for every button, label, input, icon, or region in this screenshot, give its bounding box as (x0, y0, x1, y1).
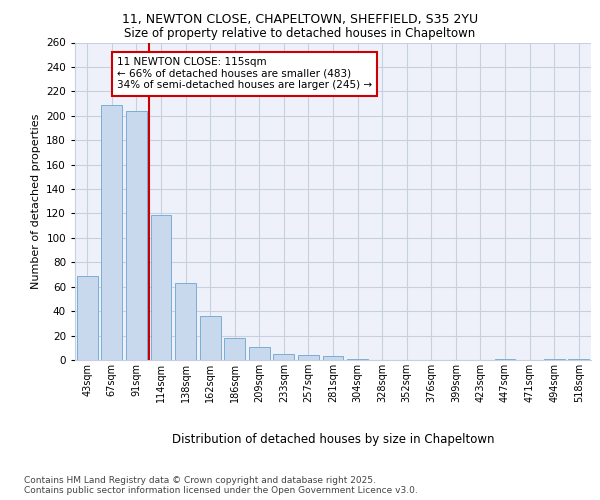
Bar (323, 356, 343, 360)
Bar (77, 276, 98, 360)
Bar (101, 105, 122, 360)
Bar (151, 214, 172, 360)
Bar (544, 359, 565, 360)
Text: 11, NEWTON CLOSE, CHAPELTOWN, SHEFFIELD, S35 2YU: 11, NEWTON CLOSE, CHAPELTOWN, SHEFFIELD,… (122, 12, 478, 26)
Text: Contains HM Land Registry data © Crown copyright and database right 2025.
Contai: Contains HM Land Registry data © Crown c… (24, 476, 418, 495)
Bar (274, 354, 295, 360)
Bar (249, 346, 270, 360)
Text: Size of property relative to detached houses in Chapeltown: Size of property relative to detached ho… (124, 28, 476, 40)
Bar (347, 359, 368, 360)
Bar (126, 111, 147, 360)
Bar (568, 359, 589, 360)
Bar (494, 359, 515, 360)
Bar (175, 283, 196, 360)
Y-axis label: Number of detached properties: Number of detached properties (31, 114, 41, 289)
Bar (224, 338, 245, 360)
Bar (200, 316, 221, 360)
Bar (298, 355, 319, 360)
Text: Distribution of detached houses by size in Chapeltown: Distribution of detached houses by size … (172, 432, 494, 446)
Text: 11 NEWTON CLOSE: 115sqm
← 66% of detached houses are smaller (483)
34% of semi-d: 11 NEWTON CLOSE: 115sqm ← 66% of detache… (117, 57, 372, 90)
